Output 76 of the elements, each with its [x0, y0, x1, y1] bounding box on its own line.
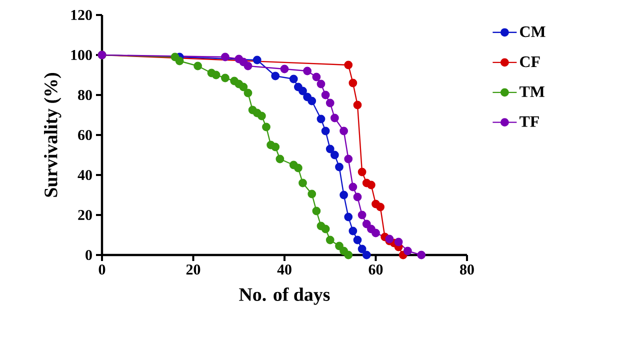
- point: [326, 144, 334, 154]
- point: [257, 112, 266, 120]
- point: [358, 210, 366, 220]
- point: [244, 62, 252, 70]
- point: [353, 236, 362, 244]
- point: [321, 126, 330, 136]
- point: [244, 88, 252, 98]
- x-tick-label: 80: [460, 264, 474, 275]
- point: [372, 228, 380, 238]
- point: [366, 180, 376, 190]
- legend-label: TM: [520, 86, 544, 97]
- point: [298, 178, 307, 188]
- point: [321, 224, 330, 234]
- point: [344, 60, 353, 70]
- x-axis-title: No. of days: [239, 287, 330, 305]
- point: [271, 72, 280, 80]
- point: [358, 168, 366, 176]
- y-tick-label: 80: [78, 90, 92, 100]
- point: [312, 206, 321, 216]
- legend-label: TF: [520, 116, 539, 127]
- point: [403, 246, 412, 256]
- x-tick-label: 0: [98, 264, 106, 275]
- point: [340, 190, 348, 200]
- y-tick-label: 120: [71, 10, 92, 20]
- point: [239, 82, 248, 92]
- legend-label: CF: [520, 56, 540, 68]
- point: [175, 56, 184, 66]
- point: [348, 182, 358, 192]
- point: [326, 98, 334, 108]
- point: [353, 100, 362, 110]
- point: [271, 142, 280, 152]
- point: [353, 192, 362, 202]
- y-tick-label: 100: [71, 50, 92, 60]
- point: [276, 154, 284, 164]
- point: [330, 150, 339, 160]
- y-tick-label: 0: [86, 250, 92, 260]
- point: [220, 52, 230, 62]
- point: [316, 114, 326, 124]
- y-tick-label: 20: [78, 210, 92, 220]
- point: [289, 74, 298, 84]
- point: [298, 86, 307, 96]
- point: [303, 66, 312, 76]
- point: [376, 202, 385, 212]
- point: [330, 114, 339, 122]
- point: [362, 250, 371, 260]
- point: [335, 242, 344, 250]
- point: [280, 64, 289, 74]
- point: [326, 236, 334, 244]
- x-tick-label: 20: [186, 264, 200, 275]
- point: [252, 56, 262, 64]
- point: [220, 74, 230, 82]
- point: [316, 80, 326, 88]
- y-tick-label: 60: [78, 130, 92, 140]
- point: [358, 244, 366, 254]
- point: [417, 250, 426, 260]
- legend-label: CM: [520, 26, 546, 38]
- point: [344, 212, 353, 222]
- point: [294, 164, 302, 172]
- point: [321, 90, 330, 100]
- point: [212, 70, 220, 80]
- point: [335, 162, 344, 172]
- point: [308, 190, 316, 198]
- y-tick-label: 40: [78, 170, 92, 180]
- point: [312, 72, 321, 82]
- point: [194, 62, 202, 70]
- point: [344, 154, 353, 164]
- point: [348, 78, 358, 88]
- point: [344, 250, 353, 260]
- point: [340, 126, 348, 136]
- point: [262, 122, 270, 132]
- x-tick-label: 60: [368, 264, 383, 275]
- y-axis-title: Survivality (%): [44, 73, 62, 197]
- point: [348, 226, 358, 236]
- x-tick-label: 40: [277, 264, 292, 275]
- point: [394, 238, 403, 246]
- point: [308, 96, 316, 106]
